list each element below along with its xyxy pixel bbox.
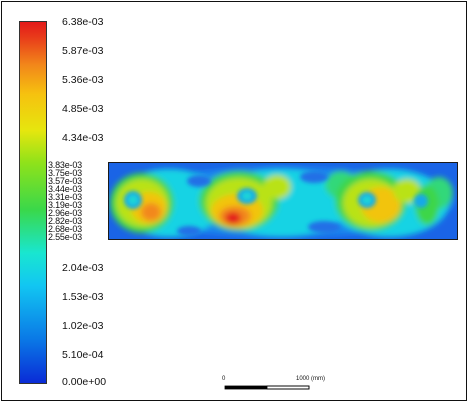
legend-cluster-tick: 3.57e-03 bbox=[48, 176, 82, 186]
legend-cluster-tick: 2.96e-03 bbox=[48, 208, 82, 218]
legend-tick: 5.36e-03 bbox=[62, 74, 104, 86]
legend-tick: 5.10e-04 bbox=[62, 349, 104, 361]
legend-tick: 2.04e-03 bbox=[62, 262, 104, 274]
contour-plot bbox=[108, 162, 458, 240]
scale-bar: 0 1000 (mm) bbox=[218, 374, 333, 394]
legend-tick: 1.53e-03 bbox=[62, 291, 104, 303]
legend-tick: 5.87e-03 bbox=[62, 45, 104, 57]
scale-bar-graphic bbox=[224, 385, 310, 390]
legend-cluster-tick: 3.75e-03 bbox=[48, 168, 82, 178]
legend-cluster-tick: 3.19e-03 bbox=[48, 200, 82, 210]
legend-cluster-tick: 3.31e-03 bbox=[48, 192, 82, 202]
legend-tick: 4.85e-03 bbox=[62, 103, 104, 115]
legend-cluster-tick: 2.82e-03 bbox=[48, 216, 82, 226]
legend-tick: 4.34e-03 bbox=[62, 132, 104, 144]
legend-cluster-tick: 2.55e-03 bbox=[48, 232, 82, 242]
legend-tick: 1.02e-03 bbox=[62, 320, 104, 332]
legend-tick: 0.00e+00 bbox=[62, 376, 107, 388]
legend-cluster-tick: 2.68e-03 bbox=[48, 224, 82, 234]
scale-start-label: 0 bbox=[222, 376, 226, 382]
legend-cluster-tick: 3.44e-03 bbox=[48, 184, 82, 194]
legend-cluster-tick: 3.83e-03 bbox=[48, 160, 82, 170]
color-legend-bar bbox=[19, 21, 47, 384]
scale-end-label: 1000 (mm) bbox=[296, 376, 326, 382]
legend-tick: 6.38e-03 bbox=[62, 16, 104, 28]
contour-plot-graphic bbox=[109, 163, 457, 239]
